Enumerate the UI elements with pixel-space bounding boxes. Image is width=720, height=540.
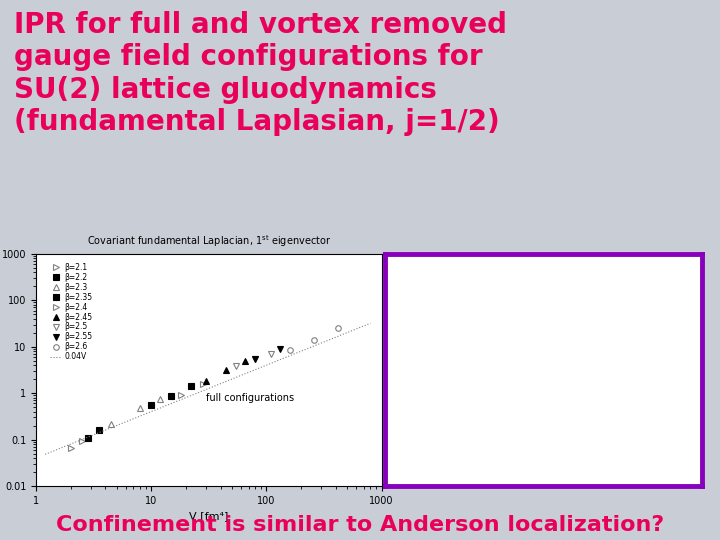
Text: IPR for full and vortex removed
gauge field configurations for
SU(2) lattice glu: IPR for full and vortex removed gauge fi… [14,11,508,136]
Text: Confinement is similar to Anderson localization?: Confinement is similar to Anderson local… [56,515,664,535]
Text: full configurations: full configurations [206,393,294,403]
Legend: β=2.1, β=2.2, β=2.3, β=2.35, β=2.4, β=2.45, β=2.5, β=2.55, β=2.6, 0.04V: β=2.1, β=2.2, β=2.3, β=2.35, β=2.4, β=2.… [47,260,96,365]
Title: Covariant fundamental Laplacian, 1$^{\rm st}$ eigenvector: Covariant fundamental Laplacian, 1$^{\rm… [86,234,331,249]
X-axis label: V [fm⁴]: V [fm⁴] [189,511,228,521]
